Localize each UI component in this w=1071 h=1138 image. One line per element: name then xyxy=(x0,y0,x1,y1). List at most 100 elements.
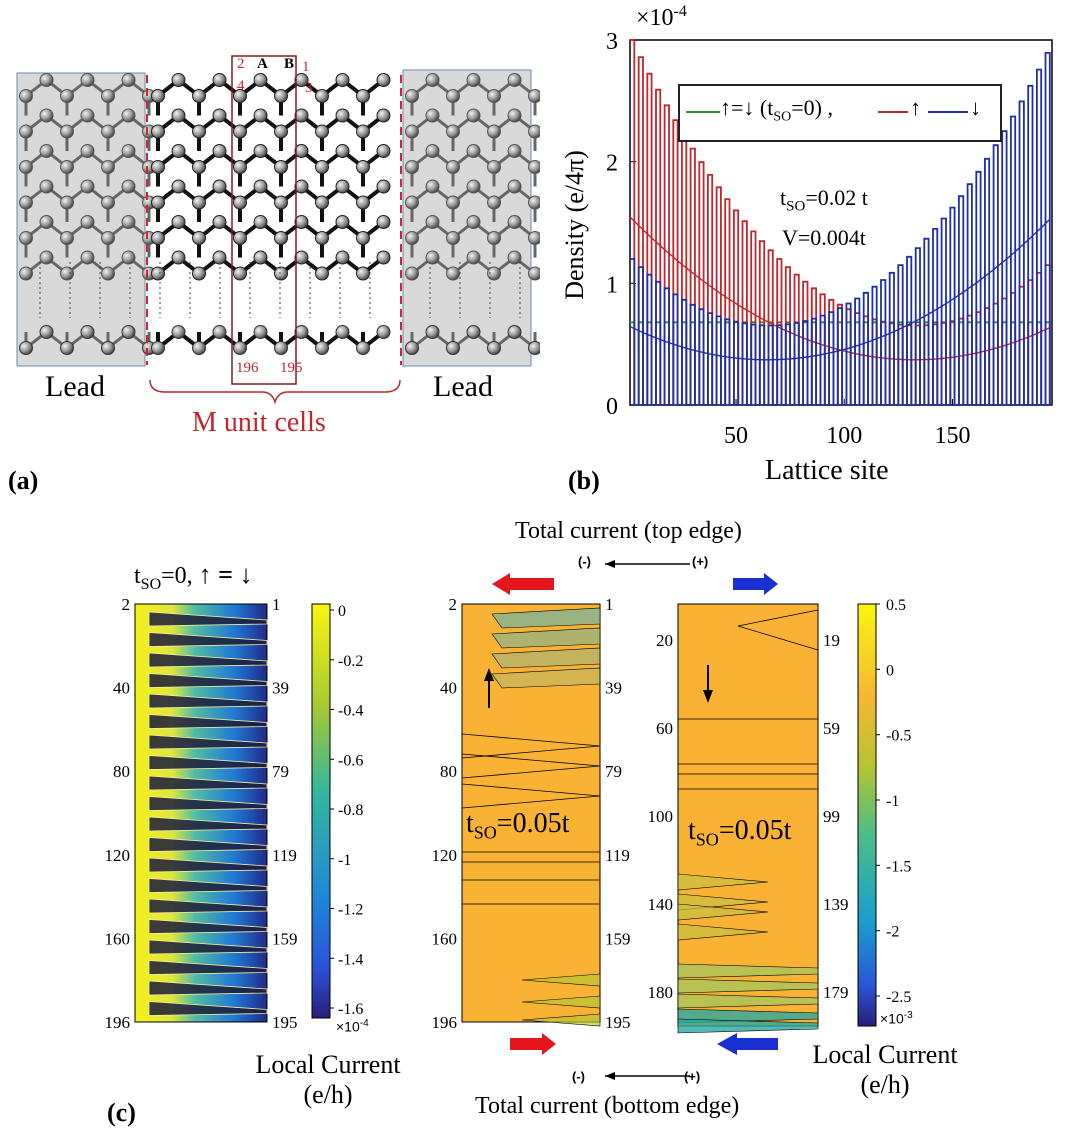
x-tick-label: 50 xyxy=(724,423,748,449)
x-tick-label: 150 xyxy=(934,423,970,449)
annotation-tso: tSO=0.02 t xyxy=(780,185,868,215)
row-label-right: 179 xyxy=(823,983,849,1002)
map-left-wedge xyxy=(148,755,268,770)
series-2-envelope xyxy=(629,218,1051,361)
cb1-tick-label: -1.2 xyxy=(338,902,363,919)
legend-box: ↑=↓ (tSO=0) , ↑ ↓ xyxy=(678,84,1002,142)
panel-a-lattice xyxy=(16,55,540,405)
local-current-left: Local Current (e/h) xyxy=(255,1050,401,1109)
map-left-wedge xyxy=(148,734,268,750)
map-left-wedge xyxy=(148,714,268,729)
row-label-right: 99 xyxy=(823,807,840,826)
row-label-left: 40 xyxy=(113,679,130,698)
row-label-right: 19 xyxy=(823,631,840,650)
map-left-wedge xyxy=(148,673,268,688)
y-tick-label: 2 xyxy=(606,151,618,177)
y-tick-label: 3 xyxy=(606,29,618,55)
map-left-wedge xyxy=(148,652,268,668)
y-scale-label: ×10-4 xyxy=(636,3,687,31)
cell-tag-196: 196 xyxy=(236,360,259,376)
cell-tag-195: 195 xyxy=(280,360,303,376)
row-label-left: 20 xyxy=(656,631,673,650)
row-label-left: 180 xyxy=(648,983,674,1002)
map-mid-wedge-top xyxy=(491,627,601,649)
unit-cells-label: M unit cells xyxy=(192,407,326,438)
legend-blue-text: ↓ xyxy=(970,95,981,120)
row-label-left: 2 xyxy=(122,595,131,614)
map-mid-wedge-top xyxy=(491,647,601,669)
colorbar-1 xyxy=(311,603,331,1019)
row-label-right: 1 xyxy=(605,595,614,614)
bottom-minus: (-) xyxy=(572,1069,585,1084)
bottom-plus: (+) xyxy=(684,1069,701,1084)
cb2-tick-label: -1 xyxy=(886,793,899,810)
map-mid-zig xyxy=(461,733,601,759)
y-axis-label-wrap: Density (e/4π) xyxy=(555,150,595,300)
panel-c-title-left: tSO=0, ↑ = ↓ xyxy=(134,560,253,593)
row-label-right: 159 xyxy=(605,929,631,948)
map-left-wedge xyxy=(148,837,268,852)
map-left-wedge xyxy=(148,1001,268,1016)
cell-tag-A: A xyxy=(257,56,268,72)
row-label-right: 195 xyxy=(272,1013,298,1032)
bottom-caption: Total current (bottom edge) xyxy=(475,1093,740,1119)
map-mid-wedge-bottom xyxy=(521,995,601,1009)
cb2-exponent: ×10-3 xyxy=(880,1010,913,1027)
map-left-wedge xyxy=(148,980,268,996)
arrow-top-red xyxy=(492,573,554,595)
unit-cells-brace xyxy=(149,379,401,405)
local-current-right: Local Current (e/h) xyxy=(812,1040,958,1099)
map-left-wedge xyxy=(148,939,268,955)
map-mid-wedge-bottom xyxy=(521,1013,601,1027)
cell-tag-3: 3 xyxy=(305,80,313,96)
map-mid-wedge-top xyxy=(491,667,601,689)
cb1-tick-label: -0.6 xyxy=(338,752,363,769)
panel-c-maps: 0 -0.2 -0.4 -0.6 -0.8 -1 -1.2 -1.4 -1.6 0.5 0 -0.5 -… xyxy=(105,560,911,1080)
arrow-top-blue xyxy=(733,573,778,595)
legend-green-swatch xyxy=(686,111,720,113)
map-mid-wedge-bottom xyxy=(521,973,601,987)
row-label-left: 196 xyxy=(105,1013,131,1032)
row-label-left: 120 xyxy=(105,846,131,865)
panel-b-chart: 0 1 2 3 50 100 150 xyxy=(606,29,1053,449)
panel-c-label: (c) xyxy=(107,1098,136,1127)
cell-tag-4: 4 xyxy=(237,78,245,94)
map-right-zig xyxy=(737,609,819,651)
legend-green-text: ↑=↓ (tSO=0) , xyxy=(720,95,833,125)
map-mid-zig xyxy=(461,783,601,809)
map-right-wedge xyxy=(677,903,769,921)
cb2-tick-label: -0.5 xyxy=(886,728,911,745)
row-label-right: 119 xyxy=(272,846,297,865)
arrow-bottom-red xyxy=(510,1033,556,1055)
top-plus: (+) xyxy=(692,554,709,569)
row-label-right: 159 xyxy=(272,929,298,948)
cb2-tick-label: -2 xyxy=(886,924,899,941)
map-left-wedge xyxy=(148,960,268,975)
top-minus: (-) xyxy=(578,554,591,569)
cb2-tick-label: -2.5 xyxy=(886,989,911,1006)
top-caption: Total current (top edge) xyxy=(515,518,742,544)
cell-tag-1: 1 xyxy=(302,59,310,75)
row-label-right: 119 xyxy=(605,846,630,865)
row-label-left: 160 xyxy=(105,929,131,948)
map-left-wedge xyxy=(148,611,268,627)
map-left-wedge xyxy=(148,898,268,914)
mid-map-label: tSO=0.05t xyxy=(466,808,570,843)
map-mid-wedge-top xyxy=(491,607,601,629)
map-left-wedge xyxy=(148,775,268,791)
row-label-right: 59 xyxy=(823,719,840,738)
cb1-tick-label: 0 xyxy=(338,603,346,620)
cb1-tick-label: -0.2 xyxy=(338,653,363,670)
cb1-tick-label: -0.8 xyxy=(338,802,363,819)
x-tick-label: 100 xyxy=(826,423,862,449)
y-tick-label: 0 xyxy=(606,394,618,420)
panel-a-label: (a) xyxy=(8,466,39,495)
map-left-wedge xyxy=(148,632,268,647)
cb1-exponent: ×10-4 xyxy=(336,1018,369,1035)
row-label-left: 80 xyxy=(113,762,130,781)
map-right-wedge-bottom xyxy=(677,993,819,1009)
map-right-wedge xyxy=(677,873,769,891)
series-2-line xyxy=(630,52,1052,406)
y-axis-label: Density (e/4π) xyxy=(560,150,589,300)
row-label-right: 79 xyxy=(605,762,622,781)
